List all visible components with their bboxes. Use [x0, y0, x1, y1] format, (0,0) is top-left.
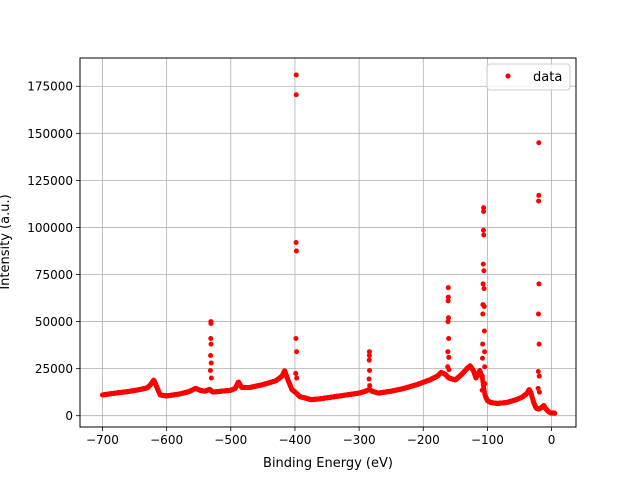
data-point [293, 336, 299, 342]
plot-frame [79, 57, 577, 428]
data-point [481, 328, 487, 334]
data-point [481, 205, 487, 211]
data-point [366, 357, 372, 363]
data-point [481, 286, 487, 292]
data-point [293, 92, 299, 98]
data-point [446, 336, 452, 342]
data-point [536, 341, 542, 347]
legend-entry-data: data [533, 70, 562, 85]
data-point [480, 227, 486, 233]
data-point [208, 341, 214, 347]
y-tick-label: 125000 [27, 174, 73, 188]
data-point [479, 355, 485, 361]
data-point [536, 198, 542, 204]
x-tick-label: −700 [86, 433, 119, 447]
data-point [367, 368, 373, 374]
data-point [445, 285, 451, 291]
data-point [481, 208, 487, 214]
x-tick-label: −100 [471, 433, 504, 447]
data-point [536, 192, 542, 198]
y-tick-label: 150000 [27, 127, 73, 141]
data-point [482, 349, 488, 355]
data-point [445, 319, 451, 325]
y-axis-ticks: 0 25000 50000 75000 100000 125000 150000 175000 [27, 80, 80, 423]
data-point [445, 315, 451, 321]
data-point [366, 352, 372, 358]
data-point [293, 370, 299, 376]
x-tick-label: −200 [407, 433, 440, 447]
data-point [479, 387, 485, 393]
y-tick-label: 75000 [35, 268, 73, 282]
data-point [482, 364, 488, 370]
legend: data [486, 63, 571, 91]
data-point [480, 281, 486, 287]
data-point [367, 383, 373, 389]
data-point [446, 354, 452, 360]
y-tick-label: 175000 [27, 80, 73, 94]
data-point [535, 385, 541, 391]
data-point [208, 352, 214, 358]
grid [80, 58, 576, 427]
data-point [535, 311, 541, 317]
data-point [208, 319, 214, 325]
data-point [480, 261, 486, 267]
y-tick-label: 25000 [35, 362, 73, 376]
x-tick-label: −600 [150, 433, 183, 447]
data-point [445, 349, 451, 355]
data-point [208, 360, 214, 366]
data-point [366, 349, 372, 355]
data-point [535, 368, 541, 374]
data-point [208, 336, 214, 342]
data-point [207, 368, 213, 374]
data-point [445, 294, 451, 300]
data-point [366, 376, 372, 382]
data-point [481, 268, 487, 274]
data-points [99, 72, 558, 416]
data-point [446, 367, 452, 373]
data-point [536, 373, 542, 379]
x-axis-label: Binding Energy (eV) [263, 456, 393, 471]
data-point [482, 381, 488, 387]
legend-marker [505, 73, 511, 79]
data-point [552, 410, 558, 416]
y-tick-label: 50000 [35, 315, 73, 329]
data-point [479, 373, 485, 379]
y-tick-label: 100000 [27, 221, 73, 235]
x-axis-ticks: −700 −600 −500 −400 −300 −200 −100 0 [86, 427, 555, 447]
data-point [481, 304, 487, 310]
data-point [293, 248, 299, 254]
data-point [536, 281, 542, 287]
x-tick-label: −500 [214, 433, 247, 447]
y-tick-label: 0 [65, 409, 73, 423]
data-point [294, 375, 300, 381]
data-point [293, 240, 299, 245]
data-point [294, 349, 300, 355]
data-point [480, 311, 486, 317]
data-point [445, 298, 451, 304]
data-point [536, 140, 542, 146]
data-point [208, 375, 214, 381]
data-point [536, 389, 542, 395]
data-point [293, 72, 299, 78]
x-tick-label: 0 [548, 433, 556, 447]
x-tick-label: −400 [278, 433, 311, 447]
legend-box [486, 63, 571, 91]
data-point [480, 341, 486, 347]
data-point [481, 232, 487, 238]
x-tick-label: −300 [343, 433, 376, 447]
y-axis-label: Intensity (a.u.) [0, 194, 13, 289]
